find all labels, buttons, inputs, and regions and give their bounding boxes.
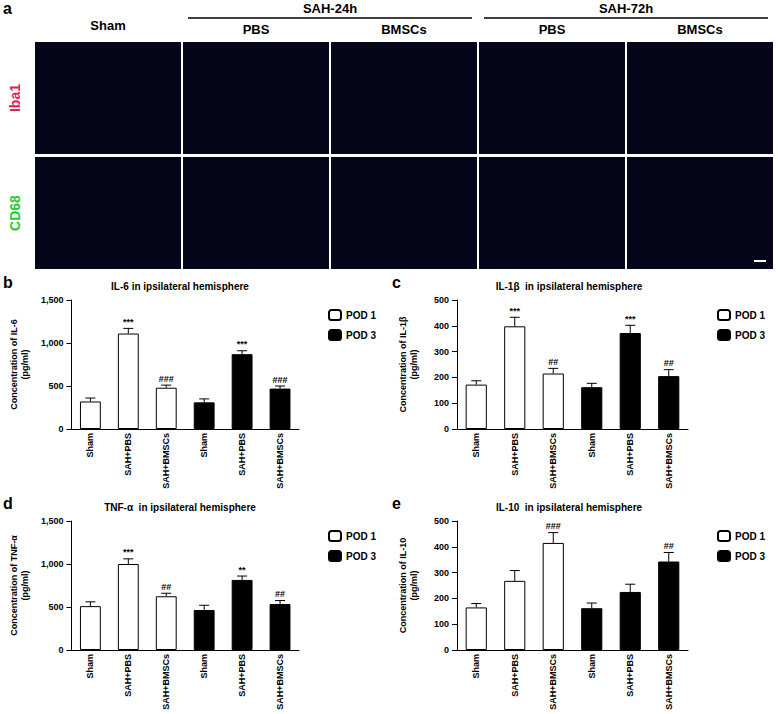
svg-text:SAH+PBS: SAH+PBS xyxy=(625,433,635,476)
html-text:e: e xyxy=(392,495,401,512)
svg-text:Sham: Sham xyxy=(471,433,481,458)
svg-text:SAH+PBS: SAH+PBS xyxy=(123,654,133,697)
svg-text:Sham: Sham xyxy=(587,433,597,458)
svg-text:***: *** xyxy=(509,306,520,316)
svg-text:SAH+BMSCs: SAH+BMSCs xyxy=(275,654,285,710)
svg-text:1,000: 1,000 xyxy=(41,338,64,348)
svg-text:1,500: 1,500 xyxy=(41,516,64,526)
svg-text:PBS: PBS xyxy=(539,22,566,37)
svg-text:100: 100 xyxy=(434,619,449,629)
svg-text:***: *** xyxy=(123,547,134,557)
svg-text:CD68: CD68 xyxy=(7,195,23,231)
svg-text:(pg/ml): (pg/ml) xyxy=(409,571,419,601)
svg-text:SAH+BMSCs: SAH+BMSCs xyxy=(548,654,558,710)
svg-text:IL-6 in ipsilateral hemisphere: IL-6 in ipsilateral hemisphere xyxy=(111,281,249,292)
svg-text:Concentration of IL-6: Concentration of IL-6 xyxy=(9,319,19,410)
svg-text:SAH+PBS: SAH+PBS xyxy=(510,654,520,697)
svg-text:BMSCs: BMSCs xyxy=(381,22,427,37)
svg-text:IL-1β in ipsilateral hemisphe: IL-1β in ipsilateral hemisphere xyxy=(496,281,643,292)
svg-text:###: ### xyxy=(273,375,288,385)
svg-text:200: 200 xyxy=(434,372,449,382)
svg-text:POD 3: POD 3 xyxy=(735,551,765,562)
svg-text:0: 0 xyxy=(58,424,63,434)
svg-text:200: 200 xyxy=(434,593,449,603)
html-text:c: c xyxy=(392,274,401,291)
svg-text:SAH-24h: SAH-24h xyxy=(303,1,357,16)
svg-text:300: 300 xyxy=(434,568,449,578)
svg-text:0: 0 xyxy=(444,645,449,655)
svg-text:500: 500 xyxy=(48,381,63,391)
svg-text:##: ## xyxy=(664,541,674,551)
svg-text:***: *** xyxy=(123,317,134,327)
svg-text:###: ### xyxy=(546,521,561,531)
svg-text:SAH-72h: SAH-72h xyxy=(599,1,653,16)
svg-text:1,500: 1,500 xyxy=(41,295,64,305)
svg-text:500: 500 xyxy=(434,516,449,526)
svg-text:SAH+BMSCs: SAH+BMSCs xyxy=(275,433,285,489)
svg-text:##: ## xyxy=(275,589,285,599)
svg-text:Sham: Sham xyxy=(471,654,481,679)
svg-text:SAH+PBS: SAH+PBS xyxy=(237,433,247,476)
svg-text:***: *** xyxy=(237,339,248,349)
svg-text:TNF-α in ipsilateral hemisphe: TNF-α in ipsilateral hemisphere xyxy=(104,502,256,513)
svg-text:500: 500 xyxy=(48,602,63,612)
svg-text:SAH+BMSCs: SAH+BMSCs xyxy=(161,433,171,489)
svg-text:**: ** xyxy=(239,565,247,575)
svg-text:POD 1: POD 1 xyxy=(346,310,376,321)
svg-text:POD 3: POD 3 xyxy=(346,551,376,562)
svg-text:POD 1: POD 1 xyxy=(735,310,765,321)
svg-text:Sham: Sham xyxy=(199,433,209,458)
svg-text:POD 3: POD 3 xyxy=(346,330,376,341)
svg-text:Concentration of IL-10: Concentration of IL-10 xyxy=(398,538,408,634)
svg-text:POD 3: POD 3 xyxy=(735,330,765,341)
svg-text:Concentration of TNF-α: Concentration of TNF-α xyxy=(9,535,19,636)
svg-text:POD 1: POD 1 xyxy=(346,531,376,542)
svg-text:400: 400 xyxy=(434,321,449,331)
svg-text:100: 100 xyxy=(434,398,449,408)
svg-text:Sham: Sham xyxy=(85,433,95,458)
svg-text:IL-10 in ipsilateral hemisphe: IL-10 in ipsilateral hemisphere xyxy=(496,502,643,513)
svg-text:SAH+BMSCs: SAH+BMSCs xyxy=(161,654,171,710)
svg-text:(pg/ml): (pg/ml) xyxy=(20,571,30,601)
svg-text:0: 0 xyxy=(58,645,63,655)
svg-text:500: 500 xyxy=(434,295,449,305)
html-text:b: b xyxy=(3,274,13,291)
svg-text:##: ## xyxy=(664,358,674,368)
svg-text:SAH+PBS: SAH+PBS xyxy=(625,654,635,697)
svg-text:0: 0 xyxy=(444,424,449,434)
svg-text:Concentration of IL-1β: Concentration of IL-1β xyxy=(398,316,408,412)
svg-text:(pg/ml): (pg/ml) xyxy=(20,350,30,380)
svg-text:***: *** xyxy=(625,314,636,324)
svg-text:SAH+BMSCs: SAH+BMSCs xyxy=(664,433,674,489)
svg-text:##: ## xyxy=(161,582,171,592)
svg-text:SAH+BMSCs: SAH+BMSCs xyxy=(548,433,558,489)
svg-text:300: 300 xyxy=(434,347,449,357)
svg-text:##: ## xyxy=(548,357,558,367)
svg-text:(pg/ml): (pg/ml) xyxy=(409,350,419,380)
svg-text:PBS: PBS xyxy=(243,22,270,37)
svg-text:SAH+PBS: SAH+PBS xyxy=(237,654,247,697)
svg-text:Sham: Sham xyxy=(85,654,95,679)
svg-text:a: a xyxy=(3,0,12,17)
svg-text:400: 400 xyxy=(434,542,449,552)
svg-text:POD 1: POD 1 xyxy=(735,531,765,542)
svg-text:SAH+PBS: SAH+PBS xyxy=(510,433,520,476)
html-text:d: d xyxy=(3,495,13,512)
svg-text:Sham: Sham xyxy=(587,654,597,679)
svg-text:###: ### xyxy=(159,374,174,384)
svg-text:Iba1: Iba1 xyxy=(7,84,23,112)
svg-text:BMSCs: BMSCs xyxy=(677,22,723,37)
svg-text:Sham: Sham xyxy=(90,18,125,33)
svg-text:SAH+PBS: SAH+PBS xyxy=(123,433,133,476)
svg-text:1,000: 1,000 xyxy=(41,559,64,569)
svg-text:Sham: Sham xyxy=(199,654,209,679)
svg-text:SAH+BMSCs: SAH+BMSCs xyxy=(664,654,674,710)
